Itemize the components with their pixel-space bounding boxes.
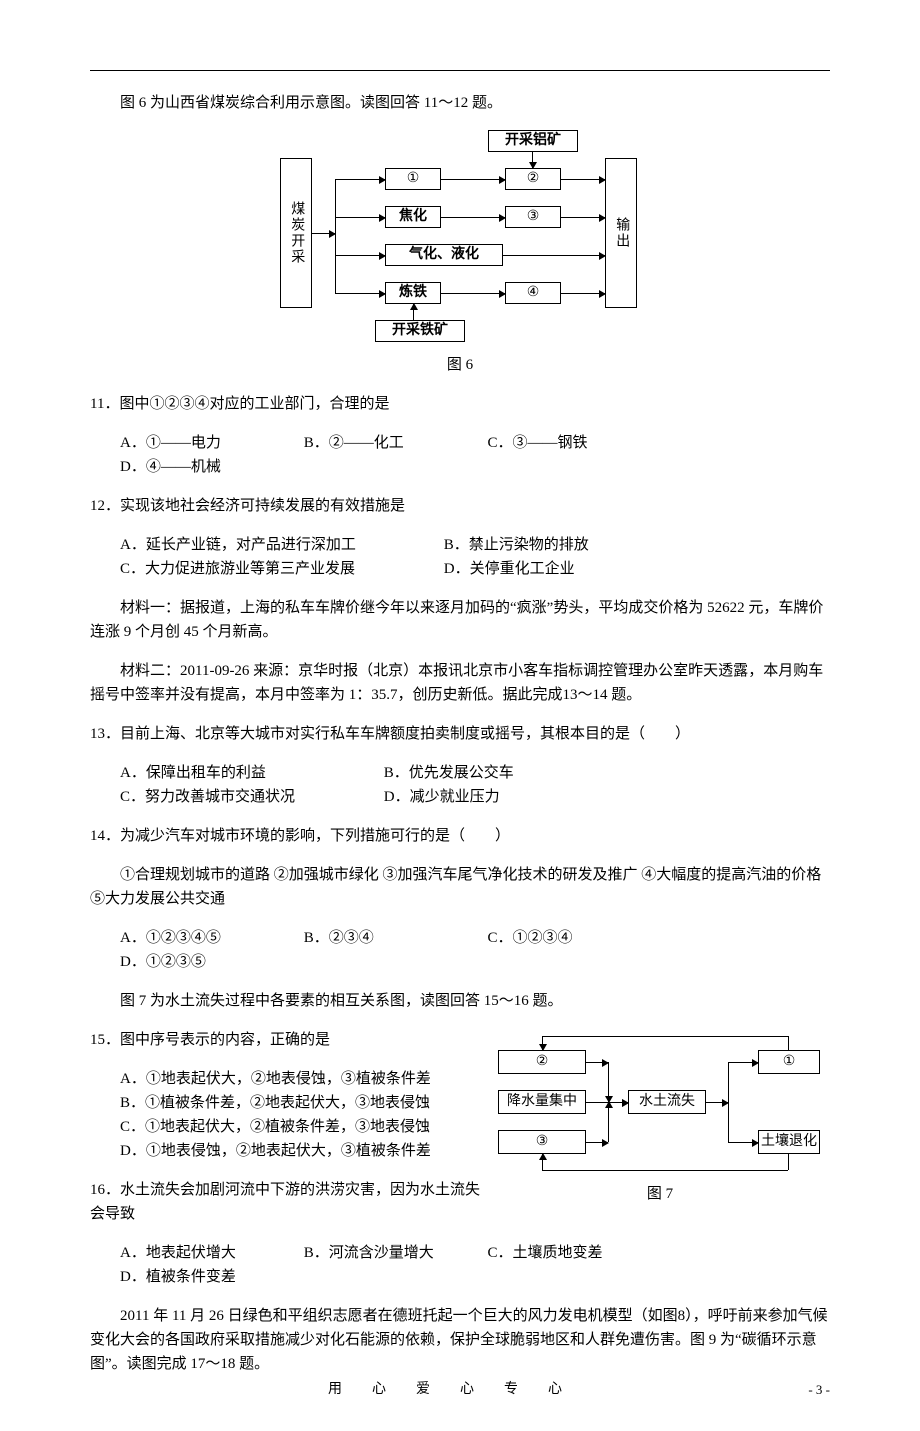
page-footer: 用心爱心专心 - 3 - [0, 1379, 920, 1401]
q16-opt-d: D．植被条件变差 [120, 1265, 270, 1289]
fig6-arrow-1a1b [441, 179, 505, 180]
q13-options: A．保障出租车的利益 B．优先发展公交车 C．努力改善城市交通状况 D．减少就业… [90, 761, 830, 809]
intro-fig6: 图 6 为山西省煤炭综合利用示意图。读图回答 11～12 题。 [90, 91, 830, 115]
fig6-left-box: 煤炭开采 [280, 158, 312, 308]
q14-opt-c: C．①②③④ [488, 926, 638, 950]
page: 图 6 为山西省煤炭综合利用示意图。读图回答 11～12 题。 煤炭开采 输出 … [0, 0, 920, 1431]
q12-opt-d: D．关停重化工企业 [444, 557, 764, 581]
footer-page-number: - 3 - [808, 1380, 830, 1401]
q12-stem: 12．实现该地社会经济可持续发展的有效措施是 [90, 494, 830, 518]
q13-opt-a: A．保障出租车的利益 [120, 761, 380, 785]
q14-opt-b: B．②③④ [304, 926, 454, 950]
q14-opt-a: A．①②③④⑤ [120, 926, 270, 950]
q11-opt-a: A．①——电力 [120, 431, 270, 455]
fig6-arrow-bottom-up [413, 304, 414, 320]
fig7-fb2-up [542, 1154, 543, 1170]
material-1: 材料一：据报道，上海的私车车牌价继今年以来逐月加码的“疯涨”势头，平均成交价格为… [90, 596, 830, 644]
fig6-box-4b: ④ [505, 282, 561, 304]
q14-options: A．①②③④⑤ B．②③④ C．①②③④ D．①②③⑤ [90, 926, 830, 974]
fig6-right-box: 输出 [605, 158, 637, 308]
q12-options: A．延长产业链，对产品进行深加工 B．禁止污染物的排放 C．大力促进旅游业等第三… [90, 533, 830, 581]
fig7-a2h [586, 1062, 608, 1063]
q11-options: A．①——电力 B．②——化工 C．③——钢铁 D．④——机械 [90, 431, 830, 479]
q11-opt-c: C．③——钢铁 [488, 431, 638, 455]
q13-opt-c: C．努力改善城市交通状况 [120, 785, 380, 809]
material-2: 材料二：2011-09-26 来源：京华时报（北京）本报讯北京市小客车指标调控管… [90, 659, 830, 707]
fig6-arrow-2a2b [441, 217, 505, 218]
q12-opt-a: A．延长产业链，对产品进行深加工 [120, 533, 440, 557]
q12-opt-c: C．大力促进旅游业等第三产业发展 [120, 557, 440, 581]
q11-opt-d: D．④——机械 [120, 455, 270, 479]
top-rule [90, 70, 830, 71]
fig6-bottom-box: 开采铁矿 [375, 320, 465, 342]
q13-stem: 13．目前上海、北京等大城市对实行私车车牌额度拍卖制度或摇号，其根本目的是（ ） [90, 722, 830, 746]
q16-opt-a: A．地表起伏增大 [120, 1241, 270, 1265]
fig6-arrow-2b-out [561, 217, 605, 218]
fig7-to-degrade [728, 1142, 758, 1143]
fig6-arrow-r3 [335, 255, 385, 256]
q16-opt-c: C．土壤质地变差 [488, 1241, 638, 1265]
fig7-fb1-h [542, 1036, 788, 1037]
fig6-arrow-4a4b [441, 293, 505, 294]
q11-opt-b: B．②——化工 [304, 431, 454, 455]
fig7-a3v [608, 1102, 609, 1142]
fig7-box-1: ① [758, 1050, 820, 1074]
fig7-box-degrade: 土壤退化 [758, 1130, 820, 1154]
fig6-arrow-r4 [335, 293, 385, 294]
fig6-arrow-3-out [503, 255, 605, 256]
fig6-top-box: 开采铝矿 [488, 130, 578, 152]
fig7-vline-top [728, 1062, 729, 1102]
intro-fig7: 图 7 为水土流失过程中各要素的相互关系图，读图回答 15～16 题。 [90, 989, 830, 1013]
fig6-box-2b: ③ [505, 206, 561, 228]
fig7-fb2-v [788, 1154, 789, 1170]
fig7-loss-out-top1 [706, 1102, 728, 1103]
fig7-diagram: ② ① 降水量集中 水土流失 ③ 土壤退化 [498, 1032, 828, 1182]
figure-6: 煤炭开采 输出 开采铝矿 开采铁矿 ① ② 焦化 ③ 气化、液化 炼铁 ④ [90, 130, 830, 377]
q16-opt-b: B．河流含沙量增大 [304, 1241, 454, 1265]
q12-opt-b: B．禁止污染物的排放 [444, 533, 764, 557]
fig6-arrow-r1 [335, 179, 385, 180]
q14-stem: 14．为减少汽车对城市环境的影响，下列措施可行的是（ ） [90, 824, 830, 848]
fig6-caption: 图 6 [90, 353, 830, 377]
fig6-box-4a: 炼铁 [385, 282, 441, 304]
q13-opt-b: B．优先发展公交车 [384, 761, 704, 785]
footer-center: 用心爱心专心 [0, 1379, 920, 1401]
fig6-arrow-4b-out [561, 293, 605, 294]
fig7-vline-bot [728, 1102, 729, 1142]
fig6-arrow-top-down [532, 152, 533, 168]
fig7-to-1 [728, 1062, 758, 1063]
fig6-diagram: 煤炭开采 输出 开采铝矿 开采铁矿 ① ② 焦化 ③ 气化、液化 炼铁 ④ [280, 130, 640, 345]
fig6-arrow-1b-out [561, 179, 605, 180]
fig7-box-2: ② [498, 1050, 586, 1074]
figure-7-wrap: ② ① 降水量集中 水土流失 ③ 土壤退化 [490, 1032, 830, 1212]
q14-detail: ①合理规划城市的道路 ②加强城市绿化 ③加强汽车尾气净化技术的研发及推广 ④大幅… [90, 863, 830, 911]
q14-opt-d: D．①②③⑤ [120, 950, 270, 974]
fig6-box-2a: 焦化 [385, 206, 441, 228]
fig6-box-1a: ① [385, 168, 441, 190]
q13-opt-d: D．减少就业压力 [384, 785, 704, 809]
fig7-box-loss: 水土流失 [628, 1090, 706, 1114]
fig7-fb1-down [542, 1036, 543, 1050]
fig7-fb1-v [788, 1036, 789, 1050]
fig7-a2v [608, 1062, 609, 1102]
q11-stem: 11．图中①②③④对应的工业部门，合理的是 [90, 392, 830, 416]
q16-options: A．地表起伏增大 B．河流含沙量增大 C．土壤质地变差 D．植被条件变差 [90, 1241, 830, 1289]
fig6-arrow-r2 [335, 217, 385, 218]
fig7-caption: 图 7 [490, 1182, 830, 1206]
fig7-box-3: ③ [498, 1130, 586, 1154]
intro-fig8: 2011 年 11 月 26 日绿色和平组织志愿者在德班托起一个巨大的风力发电机… [90, 1304, 830, 1376]
fig6-box-3: 气化、液化 [385, 244, 503, 266]
fig6-box-1b: ② [505, 168, 561, 190]
fig7-a3h [586, 1142, 608, 1143]
fig7-fb2-h [542, 1170, 788, 1171]
fig6-arrow-mainout [312, 233, 335, 234]
fig7-box-rain: 降水量集中 [498, 1090, 586, 1114]
